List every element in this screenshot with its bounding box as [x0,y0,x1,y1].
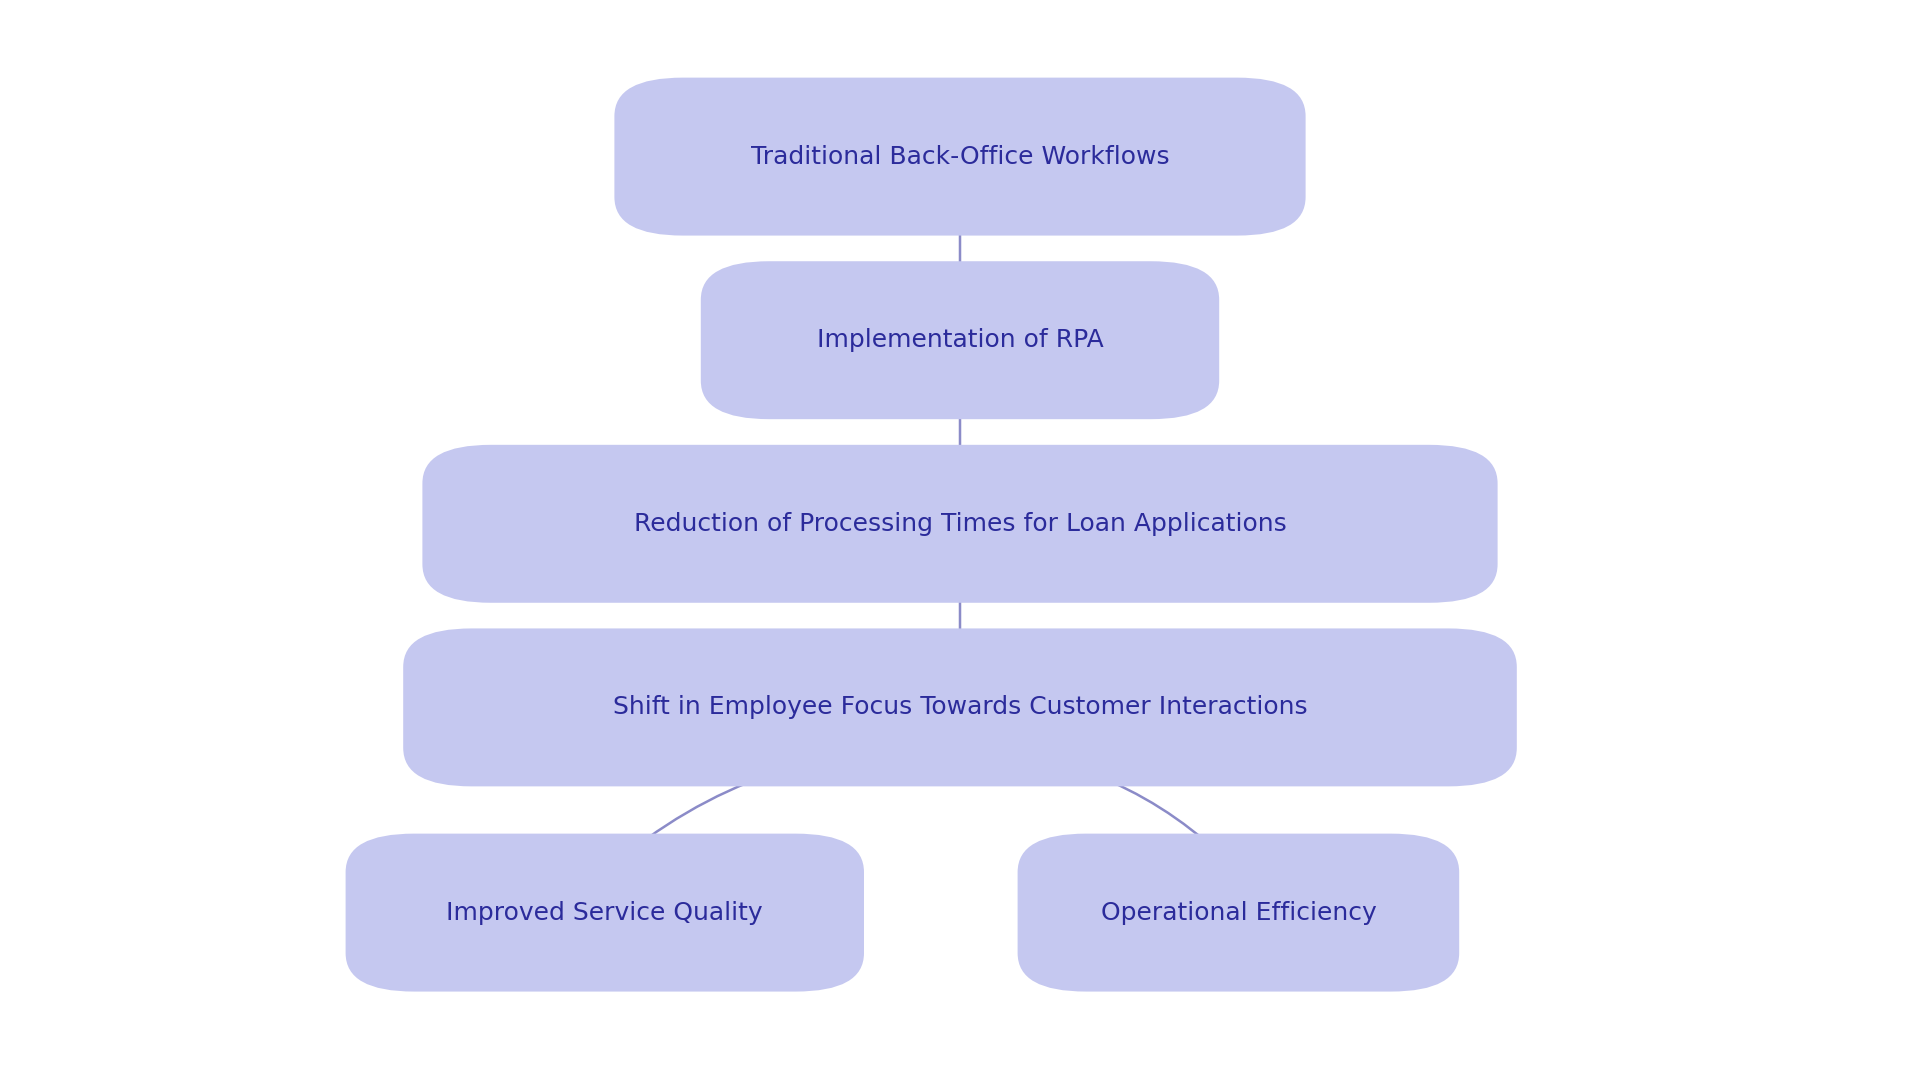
Text: Implementation of RPA: Implementation of RPA [816,328,1104,352]
FancyBboxPatch shape [614,78,1306,235]
FancyBboxPatch shape [422,445,1498,603]
FancyBboxPatch shape [346,834,864,991]
Text: Operational Efficiency: Operational Efficiency [1100,901,1377,924]
Text: Reduction of Processing Times for Loan Applications: Reduction of Processing Times for Loan A… [634,512,1286,536]
Text: Traditional Back-Office Workflows: Traditional Back-Office Workflows [751,145,1169,168]
FancyBboxPatch shape [1018,834,1459,991]
FancyBboxPatch shape [701,261,1219,419]
Text: Shift in Employee Focus Towards Customer Interactions: Shift in Employee Focus Towards Customer… [612,696,1308,719]
FancyBboxPatch shape [403,629,1517,786]
Text: Improved Service Quality: Improved Service Quality [447,901,762,924]
